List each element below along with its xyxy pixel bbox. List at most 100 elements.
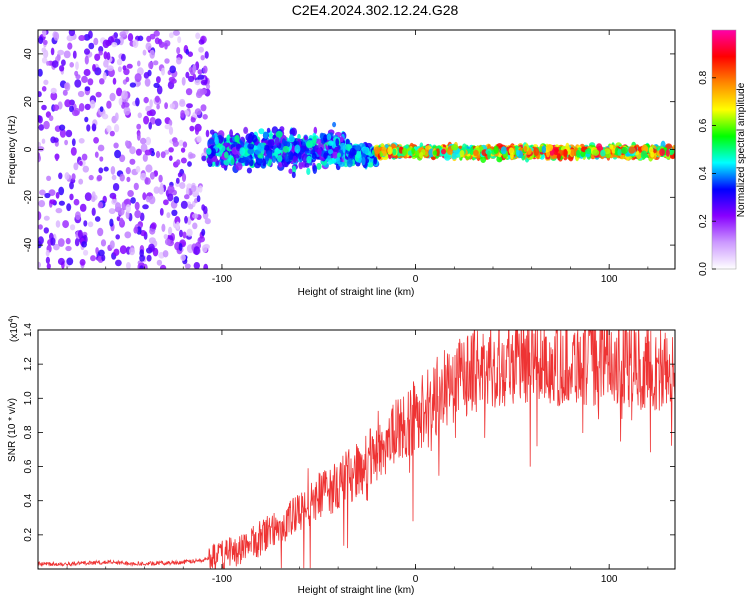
spectrogram-cell — [130, 197, 136, 204]
spectrogram-cell — [188, 203, 194, 210]
spectrogram-cell — [129, 247, 135, 256]
spectrogram-cell — [115, 259, 122, 267]
spectrogram-cell — [292, 155, 297, 163]
spectrogram-cell — [182, 231, 187, 239]
spectrogram-cell — [94, 216, 101, 222]
spectrogram-cell — [144, 149, 152, 156]
spectrogram-cell — [115, 202, 121, 211]
spectrogram-cell — [123, 68, 130, 76]
spectrogram-cell — [201, 228, 206, 236]
spectrogram-cell — [137, 60, 141, 67]
spectrogram-cell — [326, 133, 332, 141]
spectrogram-cell — [79, 259, 86, 266]
spectrogram-cell — [61, 59, 66, 66]
spectrogram-cell — [64, 99, 72, 108]
spectrogram-cell — [125, 204, 131, 213]
spectrogram-cell — [411, 147, 415, 155]
spectrogram-cell — [200, 104, 207, 112]
spectrogram-cell — [90, 255, 96, 262]
spectrogram-cell — [69, 181, 74, 190]
spectrogram-cell — [164, 42, 168, 50]
spectrogram-cell — [46, 175, 52, 181]
spectrogram-cell — [78, 138, 85, 144]
spectrogram-cell — [149, 99, 153, 108]
spectrogram-cell — [109, 218, 114, 227]
spectrogram-cell — [205, 83, 211, 90]
spectrogram-cell — [59, 129, 66, 138]
snr-frame — [37, 329, 676, 570]
spectrogram-cell — [168, 147, 174, 153]
spectrogram-cell — [180, 110, 185, 118]
spectrogram-y-ticks: -40 -20 0 20 40 — [23, 48, 675, 252]
spectrogram-cell — [99, 156, 104, 162]
spectrogram-cell — [185, 48, 190, 55]
spectrogram-cell — [289, 134, 294, 142]
spectrogram-cell — [187, 216, 192, 225]
spectrogram-cell — [238, 157, 245, 164]
spectrogram-cell — [58, 186, 65, 196]
spectrogram-cell — [317, 142, 323, 149]
spectrogram-cell — [139, 254, 146, 262]
spectrogram-cell — [55, 220, 61, 228]
spectrogram-cell — [195, 127, 199, 135]
spectrogram-cell — [49, 199, 57, 205]
x-tick-label: 100 — [601, 274, 618, 285]
spectrogram-cell — [266, 127, 271, 133]
y-tick-label: 1.4 — [23, 323, 34, 337]
spectrogram-cell — [181, 173, 187, 182]
spectrogram-cell — [328, 149, 334, 155]
spectrogram-cell — [148, 122, 152, 130]
spectrogram-cell — [50, 87, 57, 94]
spectrogram-cell — [123, 106, 131, 116]
spectrogram-cell — [164, 58, 170, 64]
spectrogram-cell — [103, 59, 109, 68]
spectrogram-cell — [243, 126, 249, 134]
spectrogram-cell — [109, 92, 116, 102]
spectrogram-cell — [323, 152, 328, 160]
spectrogram-cell — [275, 130, 283, 138]
x-tick-label: 100 — [601, 574, 618, 585]
spectrogram-cell — [665, 143, 673, 150]
spectrogram-cell — [116, 58, 123, 66]
spectrogram-cell — [129, 158, 136, 165]
spectrogram-cell — [332, 121, 337, 128]
spectrogram-cell — [46, 263, 51, 269]
spectrogram-cell — [143, 97, 149, 104]
spectrogram-cell — [75, 211, 81, 221]
spectrogram-cell — [134, 73, 142, 83]
spectrogram-cell — [493, 145, 499, 154]
spectrogram-cell — [297, 152, 302, 160]
spectrogram-cell — [156, 76, 161, 84]
spectrogram-cell — [106, 52, 111, 61]
y-tick-label: 0.8 — [23, 425, 34, 439]
spectrogram-cell — [92, 64, 96, 72]
spectrogram-cell — [288, 168, 293, 174]
spectrogram-y-label: Frequency (Hz) — [7, 116, 18, 185]
spectrogram-cell — [39, 189, 46, 196]
spectrogram-cell — [167, 185, 175, 194]
spectrogram-cell — [103, 166, 109, 172]
spectrogram-cell — [346, 158, 353, 168]
spectrogram-cell — [515, 149, 520, 157]
spectrogram-cell — [75, 61, 79, 70]
spectrogram-cell — [109, 130, 115, 137]
spectrogram-cell — [176, 57, 182, 65]
spectrogram-cell — [114, 149, 122, 159]
spectrogram-cell — [192, 222, 198, 230]
spectrogram-cell — [374, 146, 381, 155]
spectrogram-cell — [247, 143, 255, 150]
spectrogram-cell — [123, 199, 129, 205]
spectrogram-cell — [38, 91, 42, 98]
y-tick-label: 0 — [23, 146, 34, 152]
spectrogram-cell — [335, 138, 340, 147]
spectrogram-cell — [136, 80, 141, 87]
spectrogram-cell — [140, 230, 147, 237]
spectrogram-cell — [171, 209, 178, 216]
spectrogram-cell — [234, 134, 240, 143]
spectrogram-cell — [277, 155, 283, 163]
spectrogram-cell — [87, 78, 94, 86]
spectrogram-cell — [262, 131, 269, 139]
spectrogram-cell — [298, 161, 304, 170]
snr-x-ticks: -100 0 100 — [66, 330, 649, 585]
spectrogram-cell — [180, 200, 188, 209]
